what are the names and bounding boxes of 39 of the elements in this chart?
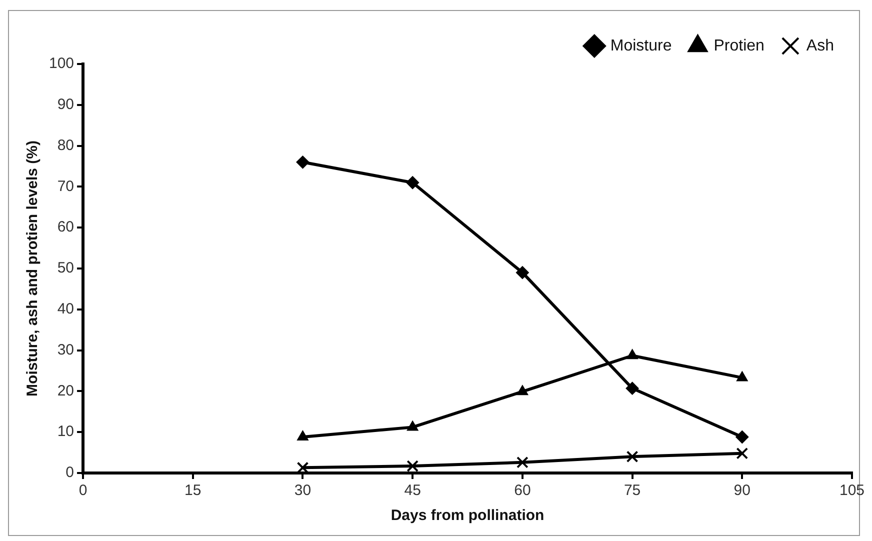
point (296, 156, 310, 169)
y-tick-label: 70 (57, 178, 74, 195)
y-tick-label: 100 (48, 55, 74, 72)
y-tick-label: 90 (57, 96, 74, 114)
point (626, 382, 639, 395)
legend-label: Moisture (610, 37, 672, 54)
point (516, 385, 528, 396)
point (626, 450, 638, 463)
y-tick-label: 60 (57, 218, 74, 236)
y-tick-label: 50 (57, 260, 74, 277)
x-tick-label: 75 (624, 482, 641, 500)
point (406, 460, 419, 472)
point (736, 371, 748, 382)
x-tick-label: 0 (78, 482, 88, 500)
point (296, 462, 309, 473)
point (516, 456, 528, 468)
y-axis-title: Moisture, ash and protien levels (%) (24, 140, 42, 396)
x-tick-label: 45 (404, 482, 421, 500)
point (516, 266, 529, 280)
point (736, 430, 749, 444)
point (297, 430, 308, 441)
point (626, 349, 638, 360)
y-tick-label: 30 (57, 341, 74, 358)
y-tick-label: 80 (57, 136, 74, 154)
y-tick-label: 10 (57, 423, 74, 440)
point (406, 420, 418, 431)
x-tick-label: 30 (294, 482, 312, 500)
legend-label: Ash (806, 37, 834, 54)
legend-label: Protien (714, 37, 764, 54)
x-tick-label: 60 (514, 482, 531, 500)
point (736, 447, 748, 460)
y-tick-label: 20 (57, 382, 74, 400)
point (406, 176, 420, 190)
x-tick-label: 90 (734, 482, 750, 500)
y-tick-label: 40 (57, 300, 74, 318)
x-axis-title: Days from pollination (390, 507, 544, 524)
x-tick-label: 105 (839, 482, 865, 500)
y-tick-label: 0 (66, 464, 74, 482)
x-tick-label: 15 (184, 482, 202, 500)
